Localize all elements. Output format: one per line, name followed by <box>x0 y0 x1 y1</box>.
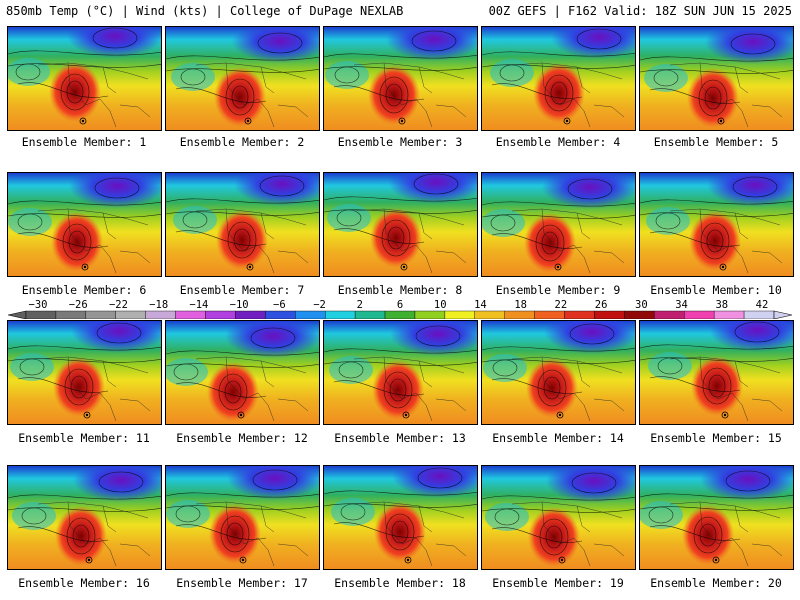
ensemble-member-map <box>7 26 162 131</box>
ensemble-member-label: Ensemble Member: 19 <box>492 576 624 590</box>
ensemble-member-label: Ensemble Member: 14 <box>492 431 624 445</box>
ensemble-member-map <box>481 465 636 570</box>
ensemble-member-label: Ensemble Member: 5 <box>653 135 779 149</box>
colorbar-tick-label: 2 <box>357 299 363 311</box>
ensemble-member-label: Ensemble Member: 1 <box>21 135 147 149</box>
ensemble-member-label: Ensemble Member: 10 <box>650 283 782 297</box>
colorbar-tick-label: 18 <box>514 299 527 311</box>
ensemble-member-label: Ensemble Member: 17 <box>176 576 308 590</box>
colorbar-tick-label: −10 <box>230 299 249 311</box>
ensemble-member-map <box>481 320 636 425</box>
colorbar-tick-label: 26 <box>595 299 608 311</box>
colorbar-tick-label: 42 <box>756 299 769 311</box>
ensemble-member-label: Ensemble Member: 6 <box>21 283 147 297</box>
colorbar-segment <box>444 310 476 319</box>
colorbar-right-arrow <box>773 310 793 319</box>
ensemble-member-map <box>7 465 162 570</box>
colorbar-segment <box>265 310 296 319</box>
colorbar-segment <box>594 310 625 319</box>
colorbar-segment <box>354 310 386 319</box>
colorbar-tick-label: 10 <box>434 299 447 311</box>
ensemble-member-map <box>481 172 636 277</box>
ensemble-member-map <box>481 26 636 131</box>
colorbar-tick-label: −18 <box>149 299 168 311</box>
ensemble-member-label: Ensemble Member: 8 <box>337 283 463 297</box>
ensemble-member-map <box>639 172 794 277</box>
colorbar-segment <box>504 310 535 319</box>
ensemble-member-map <box>165 320 320 425</box>
ensemble-member-label: Ensemble Member: 13 <box>334 431 466 445</box>
ensemble-member-map <box>7 172 162 277</box>
colorbar-segment <box>325 310 356 319</box>
colorbar-tick-label: 22 <box>555 299 568 311</box>
ensemble-member-map <box>7 320 162 425</box>
colorbar-segment <box>175 310 206 319</box>
colorbar-segment <box>743 310 775 319</box>
colorbar-tick-label: 14 <box>474 299 487 311</box>
ensemble-member-label: Ensemble Member: 15 <box>650 431 782 445</box>
colorbar-tick-label: −30 <box>29 299 48 311</box>
ensemble-member-map <box>639 465 794 570</box>
colorbar-tick-label: −6 <box>273 299 286 311</box>
ensemble-member-map <box>323 465 478 570</box>
ensemble-member-label: Ensemble Member: 3 <box>337 135 463 149</box>
colorbar-segment <box>713 310 745 319</box>
ensemble-member-map <box>639 320 794 425</box>
colorbar-segment <box>85 310 116 319</box>
colorbar-segment <box>624 310 655 319</box>
ensemble-member-label: Ensemble Member: 16 <box>18 576 150 590</box>
model-run-label: 00Z GEFS | F162 Valid: 18Z SUN JUN 15 20… <box>488 4 792 18</box>
colorbar-tick-label: −22 <box>109 299 128 311</box>
ensemble-member-map <box>323 320 478 425</box>
colorbar-segment <box>235 310 266 319</box>
colorbar-segment <box>534 310 565 319</box>
ensemble-member-map <box>165 465 320 570</box>
colorbar-tick-label: −26 <box>69 299 88 311</box>
ensemble-member-map <box>323 172 478 277</box>
ensemble-member-label: Ensemble Member: 12 <box>176 431 308 445</box>
ensemble-member-map <box>165 26 320 131</box>
colorbar-tick-label: 6 <box>397 299 403 311</box>
ensemble-member-label: Ensemble Member: 7 <box>179 283 305 297</box>
ensemble-member-label: Ensemble Member: 20 <box>650 576 782 590</box>
colorbar-segment <box>115 310 146 319</box>
ensemble-member-label: Ensemble Member: 4 <box>495 135 621 149</box>
colorbar-segment <box>295 310 326 319</box>
colorbar-segment <box>55 310 87 319</box>
colorbar-tick-label: −2 <box>313 299 326 311</box>
colorbar-tick-label: 38 <box>715 299 728 311</box>
map-title: 850mb Temp (°C) | Wind (kts) | College o… <box>6 4 404 18</box>
temperature-colorbar: −30 −26 −22 −18 −14 −10 −6 −2 2 6 10 14 18 22 26 30 34 38… <box>7 299 793 319</box>
colorbar-segment <box>414 310 446 319</box>
ensemble-member-label: Ensemble Member: 9 <box>495 283 621 297</box>
colorbar-left-arrow <box>7 310 27 319</box>
colorbar-segment <box>25 310 57 319</box>
colorbar-segment <box>654 310 685 319</box>
ensemble-member-map <box>165 172 320 277</box>
colorbar-tick-label: 34 <box>675 299 688 311</box>
ensemble-member-label: Ensemble Member: 18 <box>334 576 466 590</box>
ensemble-member-label: Ensemble Member: 11 <box>18 431 150 445</box>
ensemble-member-map <box>323 26 478 131</box>
colorbar-segment <box>564 310 595 319</box>
colorbar-segment <box>474 310 505 319</box>
ensemble-member-label: Ensemble Member: 2 <box>179 135 305 149</box>
colorbar-tick-label: −14 <box>189 299 208 311</box>
colorbar-segment <box>684 310 715 319</box>
colorbar-segment <box>145 310 176 319</box>
colorbar-tick-label: 30 <box>635 299 648 311</box>
ensemble-member-map <box>639 26 794 131</box>
colorbar-segment <box>384 310 416 319</box>
colorbar-segment <box>205 310 236 319</box>
